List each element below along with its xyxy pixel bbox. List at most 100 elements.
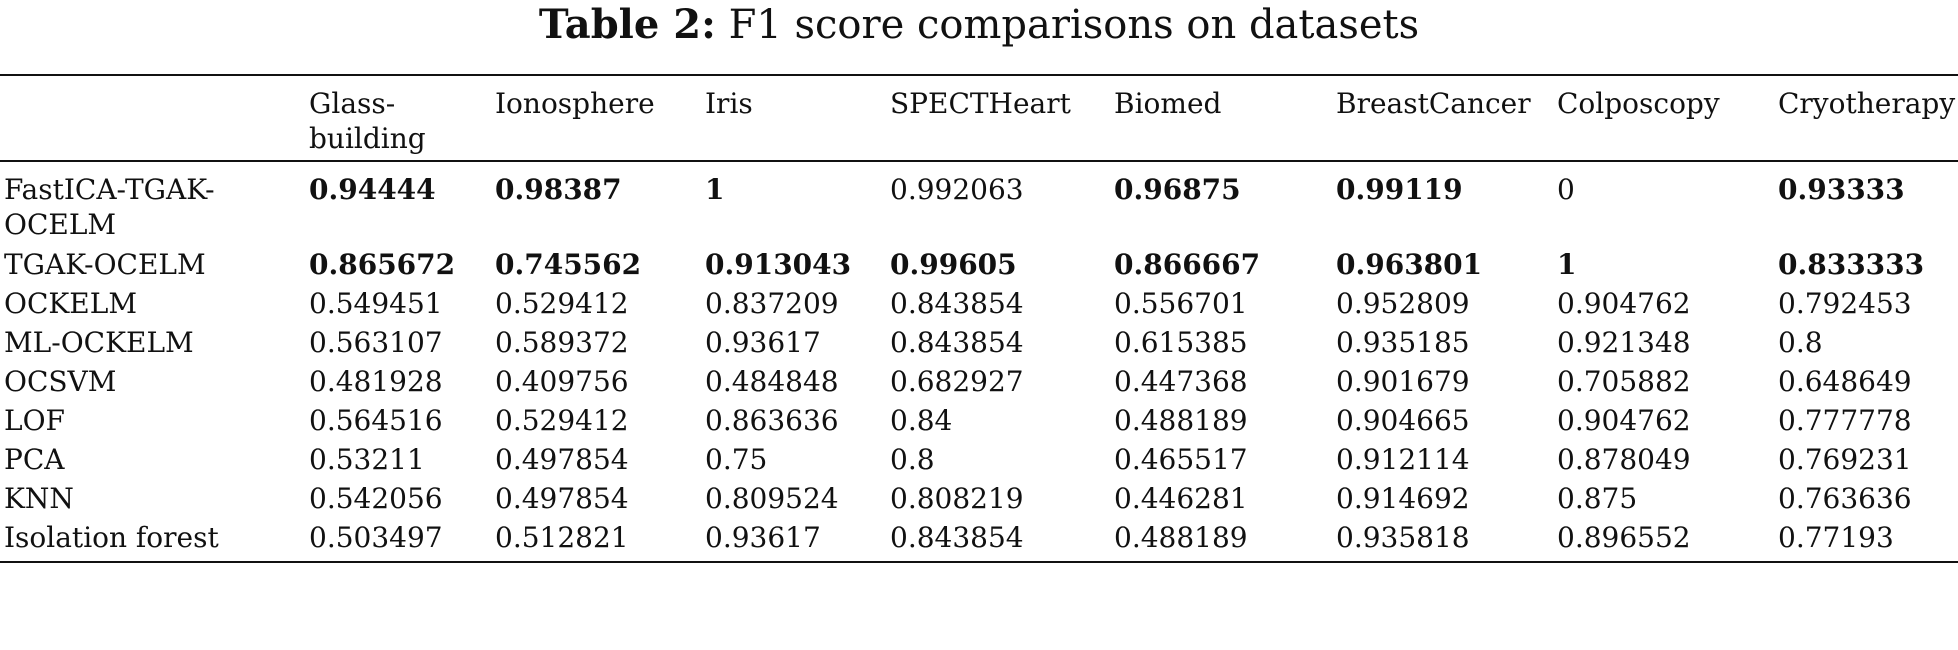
- method-name-cell: ML-OCKELM: [4, 326, 194, 359]
- score-cell: 0.863636: [705, 404, 839, 437]
- score-cell: 0.503497: [309, 521, 443, 554]
- score-cell: 0.549451: [309, 287, 443, 320]
- table-header: Glass-building Ionosphere Iris SPECTHeart Bi…: [0, 75, 1958, 161]
- score-cell: 0.529412: [495, 404, 629, 437]
- column-header: Ionosphere: [495, 87, 655, 120]
- score-cell: 1: [1557, 248, 1577, 281]
- score-cell: 0.615385: [1114, 326, 1248, 359]
- score-cell: 0.529412: [495, 287, 629, 320]
- score-cell: 0.77193: [1778, 521, 1894, 554]
- score-cell: 0.833333: [1778, 248, 1925, 281]
- score-cell: 0.556701: [1114, 287, 1248, 320]
- column-header: SPECTHeart: [890, 87, 1071, 120]
- column-header: Glass-building: [309, 87, 426, 155]
- table-row: KNN 0.542056 0.497854 0.809524 0.808219 0.446…: [0, 479, 1958, 518]
- score-cell: 0.878049: [1557, 443, 1691, 476]
- score-cell: 0.8: [1778, 326, 1823, 359]
- score-cell: 0.901679: [1336, 365, 1470, 398]
- score-cell: 0.904762: [1557, 287, 1691, 320]
- score-cell: 0.94444: [309, 173, 436, 206]
- method-name-cell: TGAK-OCELM: [4, 248, 206, 281]
- score-cell: 0.809524: [705, 482, 839, 515]
- score-cell: 0.935185: [1336, 326, 1470, 359]
- table-body: FastICA-TGAK- OCELM 0.94444 0.98387 1 0.99206…: [0, 161, 1958, 562]
- score-cell: 0.96875: [1114, 173, 1241, 206]
- score-cell: 0.497854: [495, 482, 629, 515]
- score-cell: 0.912114: [1336, 443, 1470, 476]
- table-row: LOF 0.564516 0.529412 0.863636 0.84 0.488189 0…: [0, 401, 1958, 440]
- score-cell: 0.921348: [1557, 326, 1691, 359]
- score-cell: 0.564516: [309, 404, 443, 437]
- score-cell: 0.488189: [1114, 521, 1248, 554]
- header-row: Glass-building Ionosphere Iris SPECTHeart Bi…: [0, 75, 1958, 161]
- score-cell: 0.447368: [1114, 365, 1248, 398]
- score-cell: 0.705882: [1557, 365, 1691, 398]
- score-cell: 0.992063: [890, 173, 1024, 206]
- score-cell: 0.952809: [1336, 287, 1470, 320]
- table-caption: Table 2: F1 score comparisons on dataset…: [0, 0, 1958, 50]
- column-header: Cryotherapy: [1778, 87, 1956, 120]
- score-cell: 0.98387: [495, 173, 622, 206]
- score-cell: 0.935818: [1336, 521, 1470, 554]
- score-cell: 0.904762: [1557, 404, 1691, 437]
- score-cell: 0.682927: [890, 365, 1024, 398]
- score-cell: 0.808219: [890, 482, 1024, 515]
- score-cell: 0.865672: [309, 248, 456, 281]
- table-caption-text: F1 score comparisons on datasets: [728, 2, 1420, 48]
- score-cell: 0: [1557, 173, 1575, 206]
- score-cell: 0.75: [705, 443, 768, 476]
- score-cell: 0.837209: [705, 287, 839, 320]
- score-cell: 0.963801: [1336, 248, 1483, 281]
- score-cell: 0.99605: [890, 248, 1017, 281]
- score-cell: 0.53211: [309, 443, 425, 476]
- score-cell: 0.896552: [1557, 521, 1691, 554]
- score-cell: 0.542056: [309, 482, 443, 515]
- method-name-cell: OCKELM: [4, 287, 137, 320]
- table-caption-label: Table 2:: [538, 1, 716, 48]
- method-name-cell: FastICA-TGAK- OCELM: [4, 173, 215, 241]
- score-cell: 0.843854: [890, 521, 1024, 554]
- score-cell: 0.465517: [1114, 443, 1248, 476]
- score-cell: 0.484848: [705, 365, 839, 398]
- score-cell: 0.497854: [495, 443, 629, 476]
- column-header: BreastCancer: [1336, 87, 1531, 120]
- score-cell: 0.93333: [1778, 173, 1905, 206]
- f1-score-table: Glass-building Ionosphere Iris SPECTHeart Bi…: [0, 74, 1958, 563]
- score-cell: 0.481928: [309, 365, 443, 398]
- table-row: Isolation forest 0.503497 0.512821 0.93617 0…: [0, 518, 1958, 562]
- score-cell: 0.913043: [705, 248, 852, 281]
- table-row: PCA 0.53211 0.497854 0.75 0.8 0.465517 0.91211…: [0, 440, 1958, 479]
- score-cell: 0.84: [890, 404, 953, 437]
- score-cell: 0.843854: [890, 287, 1024, 320]
- score-cell: 0.563107: [309, 326, 443, 359]
- score-cell: 0.904665: [1336, 404, 1470, 437]
- score-cell: 0.745562: [495, 248, 642, 281]
- score-cell: 0.843854: [890, 326, 1024, 359]
- table-row: TGAK-OCELM 0.865672 0.745562 0.913043 0.9960…: [0, 244, 1958, 284]
- method-name-cell: KNN: [4, 482, 74, 515]
- table-row: FastICA-TGAK- OCELM 0.94444 0.98387 1 0.99206…: [0, 161, 1958, 244]
- score-cell: 0.763636: [1778, 482, 1912, 515]
- score-cell: 1: [705, 173, 725, 206]
- score-cell: 0.512821: [495, 521, 629, 554]
- method-name-cell: LOF: [4, 404, 65, 437]
- score-cell: 0.792453: [1778, 287, 1912, 320]
- score-cell: 0.866667: [1114, 248, 1261, 281]
- column-header: Iris: [705, 87, 753, 120]
- score-cell: 0.446281: [1114, 482, 1248, 515]
- score-cell: 0.93617: [705, 521, 821, 554]
- score-cell: 0.409756: [495, 365, 629, 398]
- score-cell: 0.769231: [1778, 443, 1912, 476]
- score-cell: 0.777778: [1778, 404, 1912, 437]
- score-cell: 0.93617: [705, 326, 821, 359]
- table-row: OCKELM 0.549451 0.529412 0.837209 0.843854 0.…: [0, 284, 1958, 323]
- score-cell: 0.488189: [1114, 404, 1248, 437]
- column-header-method: [0, 75, 305, 161]
- method-name-cell: PCA: [4, 443, 65, 476]
- table-row: OCSVM 0.481928 0.409756 0.484848 0.682927 0.4…: [0, 362, 1958, 401]
- score-cell: 0.875: [1557, 482, 1638, 515]
- table-row: ML-OCKELM 0.563107 0.589372 0.93617 0.843854…: [0, 323, 1958, 362]
- column-header: Biomed: [1114, 87, 1222, 120]
- score-cell: 0.8: [890, 443, 935, 476]
- method-name-cell: Isolation forest: [4, 521, 219, 554]
